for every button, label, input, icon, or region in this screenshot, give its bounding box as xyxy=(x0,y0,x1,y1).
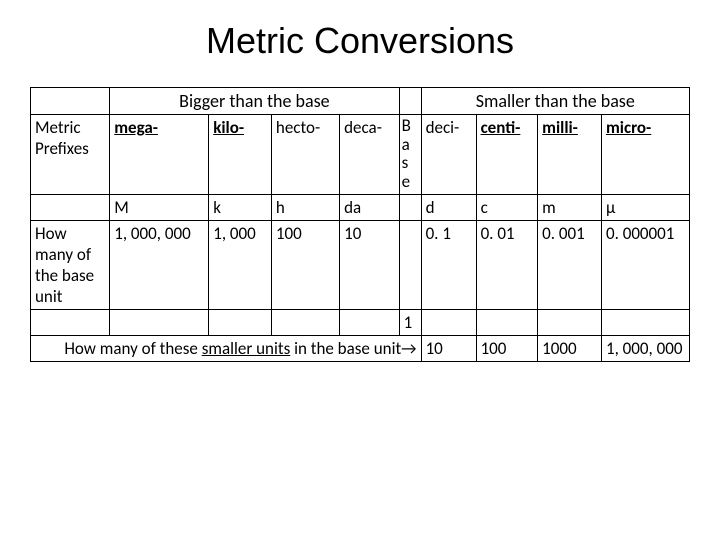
symbol-hecto: h xyxy=(271,194,339,220)
symbol-kilo: k xyxy=(209,194,272,220)
base-label: B a s e xyxy=(399,115,421,195)
one-centi xyxy=(476,309,538,335)
one-kilo xyxy=(209,309,272,335)
prefixes-row: Metric Prefixes mega- kilo- hecto- deca-… xyxy=(31,115,690,195)
howmany-mega: 1, 000, 000 xyxy=(110,220,209,309)
smaller-units-label: How many of these smaller units in the b… xyxy=(31,335,422,361)
one-base: 1 xyxy=(399,309,421,335)
header-row: Bigger than the base Smaller than the ba… xyxy=(31,88,690,115)
howmany-deca: 10 xyxy=(340,220,399,309)
symbol-deca: da xyxy=(340,194,399,220)
symbol-milli: m xyxy=(538,194,602,220)
prefix-milli: milli- xyxy=(538,115,602,195)
howmany-base xyxy=(399,220,421,309)
smaller-units-row: How many of these smaller units in the b… xyxy=(31,335,690,361)
prefix-hecto: hecto- xyxy=(271,115,339,195)
smaller-micro: 1, 000, 000 xyxy=(601,335,689,361)
symbol-deci: d xyxy=(421,194,476,220)
prefix-deci: deci- xyxy=(421,115,476,195)
header-bigger: Bigger than the base xyxy=(110,88,399,115)
metric-table: Bigger than the base Smaller than the ba… xyxy=(30,87,690,362)
symbol-micro: µ xyxy=(601,194,689,220)
prefix-kilo: kilo- xyxy=(209,115,272,195)
prefix-mega: mega- xyxy=(110,115,209,195)
smaller-centi: 100 xyxy=(476,335,538,361)
symbol-base xyxy=(399,194,421,220)
one-mega xyxy=(110,309,209,335)
one-hecto xyxy=(271,309,339,335)
one-row: 1 xyxy=(31,309,690,335)
howmany-centi: 0. 01 xyxy=(476,220,538,309)
howmany-hecto: 100 xyxy=(271,220,339,309)
smaller-milli: 1000 xyxy=(538,335,602,361)
symbols-row: M k h da d c m µ xyxy=(31,194,690,220)
prefix-centi: centi- xyxy=(476,115,538,195)
smaller-deci: 10 xyxy=(421,335,476,361)
one-micro xyxy=(601,309,689,335)
header-blank xyxy=(31,88,110,115)
howmany-micro: 0. 000001 xyxy=(601,220,689,309)
one-deca xyxy=(340,309,399,335)
howmany-kilo: 1, 000 xyxy=(209,220,272,309)
one-milli xyxy=(538,309,602,335)
symbol-mega: M xyxy=(110,194,209,220)
symbol-centi: c xyxy=(476,194,538,220)
one-deci xyxy=(421,309,476,335)
page-title: Metric Conversions xyxy=(30,20,690,62)
prefixes-label: Metric Prefixes xyxy=(31,115,110,195)
howmany-milli: 0. 001 xyxy=(538,220,602,309)
prefix-micro: micro- xyxy=(601,115,689,195)
symbols-label xyxy=(31,194,110,220)
howmany-label: How many of the base unit xyxy=(31,220,110,309)
howmany-deci: 0. 1 xyxy=(421,220,476,309)
one-label xyxy=(31,309,110,335)
prefix-deca: deca- xyxy=(340,115,399,195)
header-smaller: Smaller than the base xyxy=(421,88,689,115)
howmany-row: How many of the base unit 1, 000, 000 1,… xyxy=(31,220,690,309)
header-base-blank xyxy=(399,88,421,115)
